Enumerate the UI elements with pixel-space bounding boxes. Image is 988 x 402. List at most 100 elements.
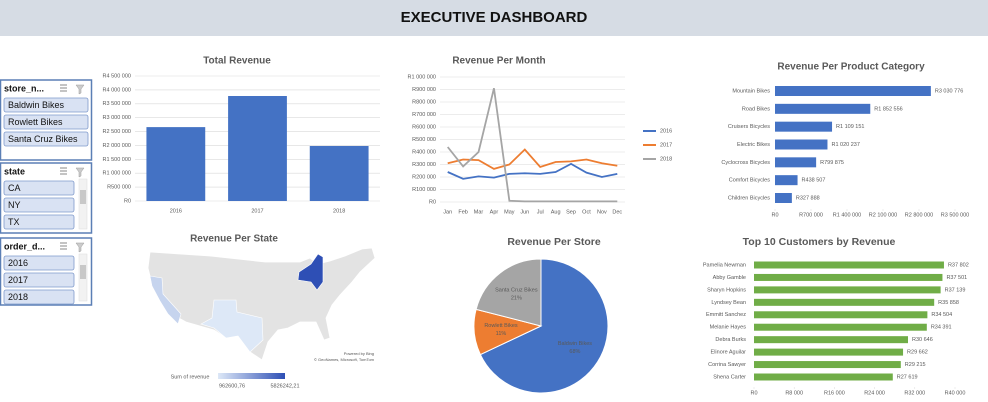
x-tick-label: May bbox=[504, 209, 515, 215]
x-tick-label: Nov bbox=[597, 209, 607, 215]
bar bbox=[754, 348, 904, 356]
scroll-thumb[interactable] bbox=[80, 190, 86, 204]
category-label: Electric Bikes bbox=[737, 142, 770, 148]
slicer-item[interactable] bbox=[3, 214, 75, 230]
state-region bbox=[200, 299, 264, 353]
y-tick-label: R900 000 bbox=[412, 87, 436, 93]
y-tick-label: R400 000 bbox=[412, 149, 436, 155]
slicer-title: order_d... bbox=[4, 241, 45, 251]
multi-select-icon[interactable] bbox=[60, 242, 67, 250]
bar bbox=[775, 193, 792, 203]
state-region bbox=[149, 275, 182, 325]
bar bbox=[754, 361, 901, 369]
x-tick-label: Sep bbox=[566, 209, 576, 215]
category-label: Mountain Bikes bbox=[732, 88, 770, 94]
slice-percent: 21% bbox=[511, 296, 522, 302]
map-credit: © GeoNames, Microsoft, TomTom bbox=[314, 357, 375, 362]
legend-title: Sum of revenue bbox=[171, 374, 210, 380]
slicer-item[interactable] bbox=[3, 255, 75, 271]
x-tick-label: Feb bbox=[458, 209, 467, 215]
chart-title: Total Revenue bbox=[203, 56, 271, 67]
slicer-item-label[interactable]: NY bbox=[8, 200, 21, 210]
bar bbox=[754, 286, 941, 294]
slicer-item[interactable] bbox=[3, 114, 89, 130]
y-tick-label: R1 000 000 bbox=[408, 74, 436, 80]
x-tick-label: Dec bbox=[612, 209, 622, 215]
x-tick-label: R2 800 000 bbox=[905, 212, 933, 218]
slicer-title: state bbox=[4, 166, 25, 176]
slicer-item-label[interactable]: Rowlett Bikes bbox=[8, 117, 63, 127]
slicer-item[interactable] bbox=[3, 272, 75, 288]
bar bbox=[309, 146, 369, 201]
x-tick-label: Aug bbox=[551, 209, 561, 215]
bar bbox=[775, 121, 833, 132]
data-label: R29 215 bbox=[905, 362, 926, 368]
y-tick-label: R2 000 000 bbox=[103, 143, 131, 149]
clear-filter-icon[interactable] bbox=[75, 242, 85, 253]
bar bbox=[754, 273, 943, 281]
x-tick-label: Apr bbox=[490, 209, 499, 215]
chart-title: Revenue Per Store bbox=[507, 236, 601, 248]
y-tick-label: R4 500 000 bbox=[103, 73, 131, 79]
us-outline bbox=[147, 247, 376, 361]
slicer-item[interactable] bbox=[3, 197, 75, 213]
slicer-item-label[interactable]: Santa Cruz Bikes bbox=[8, 134, 78, 144]
data-label: R37 802 bbox=[948, 262, 969, 268]
y-tick-label: R1 000 000 bbox=[103, 171, 131, 177]
y-tick-label: R800 000 bbox=[412, 99, 436, 105]
legend-label: 2016 bbox=[660, 128, 672, 134]
slicer-item[interactable] bbox=[3, 97, 89, 113]
category-label: Pamelia Newman bbox=[703, 262, 746, 268]
multi-select-icon[interactable] bbox=[60, 84, 67, 92]
y-tick-label: R200 000 bbox=[412, 174, 436, 180]
category-label: Corrina Sawyer bbox=[708, 362, 746, 368]
bar bbox=[754, 298, 935, 306]
pie-slice bbox=[475, 258, 542, 327]
color-scale bbox=[218, 373, 285, 379]
slicer-item-label[interactable]: 2017 bbox=[8, 275, 28, 285]
x-tick-label: Jun bbox=[520, 209, 529, 215]
slicer-item[interactable] bbox=[3, 131, 89, 147]
x-tick-label: Jan bbox=[443, 209, 452, 215]
slicer-item-label[interactable]: Baldwin Bikes bbox=[8, 100, 65, 110]
clear-filter-icon[interactable] bbox=[75, 84, 85, 95]
data-label: R1 852 556 bbox=[874, 106, 902, 112]
multi-select-icon[interactable] bbox=[60, 167, 67, 175]
data-label: R438 507 bbox=[802, 178, 826, 184]
slicer-item[interactable] bbox=[3, 180, 75, 196]
x-tick-label: R40 000 bbox=[945, 390, 966, 396]
scroll-thumb[interactable] bbox=[80, 265, 86, 279]
bar bbox=[775, 139, 828, 150]
y-tick-label: R0 bbox=[124, 198, 131, 204]
slicer-item-label[interactable]: TX bbox=[8, 217, 20, 227]
slicer-item[interactable] bbox=[3, 289, 75, 305]
y-tick-label: R1 500 000 bbox=[103, 157, 131, 163]
data-label: R27 619 bbox=[897, 374, 918, 380]
slicer-title: store_n... bbox=[4, 83, 44, 93]
data-label: R30 646 bbox=[912, 337, 933, 343]
bar bbox=[754, 323, 927, 331]
y-tick-label: R100 000 bbox=[412, 187, 436, 193]
pie-slice bbox=[479, 258, 609, 394]
legend-label: 2018 bbox=[660, 156, 672, 162]
y-tick-label: R2 500 000 bbox=[103, 129, 131, 135]
slicer-item-label[interactable]: 2016 bbox=[8, 258, 28, 268]
header-band bbox=[0, 0, 988, 36]
slicer-item-label[interactable]: CA bbox=[8, 183, 21, 193]
data-label: R37 501 bbox=[946, 275, 967, 281]
y-tick-label: R0 bbox=[429, 199, 436, 205]
slice-percent: 11% bbox=[496, 331, 507, 337]
x-tick-label: R32 000 bbox=[904, 390, 925, 396]
chart-title: Revenue Per Month bbox=[452, 56, 545, 67]
y-tick-label: R3 500 000 bbox=[103, 101, 131, 107]
state-region bbox=[297, 253, 324, 291]
x-tick-label: R700 000 bbox=[799, 212, 823, 218]
clear-filter-icon[interactable] bbox=[75, 167, 85, 178]
series-line bbox=[447, 88, 618, 203]
category-label: Cruisers Bicycles bbox=[728, 124, 770, 130]
data-label: R1 020 237 bbox=[831, 142, 859, 148]
bar bbox=[775, 86, 931, 96]
y-tick-label: R4 000 000 bbox=[103, 87, 131, 93]
bar bbox=[754, 261, 944, 269]
slicer-item-label[interactable]: 2018 bbox=[8, 292, 28, 302]
